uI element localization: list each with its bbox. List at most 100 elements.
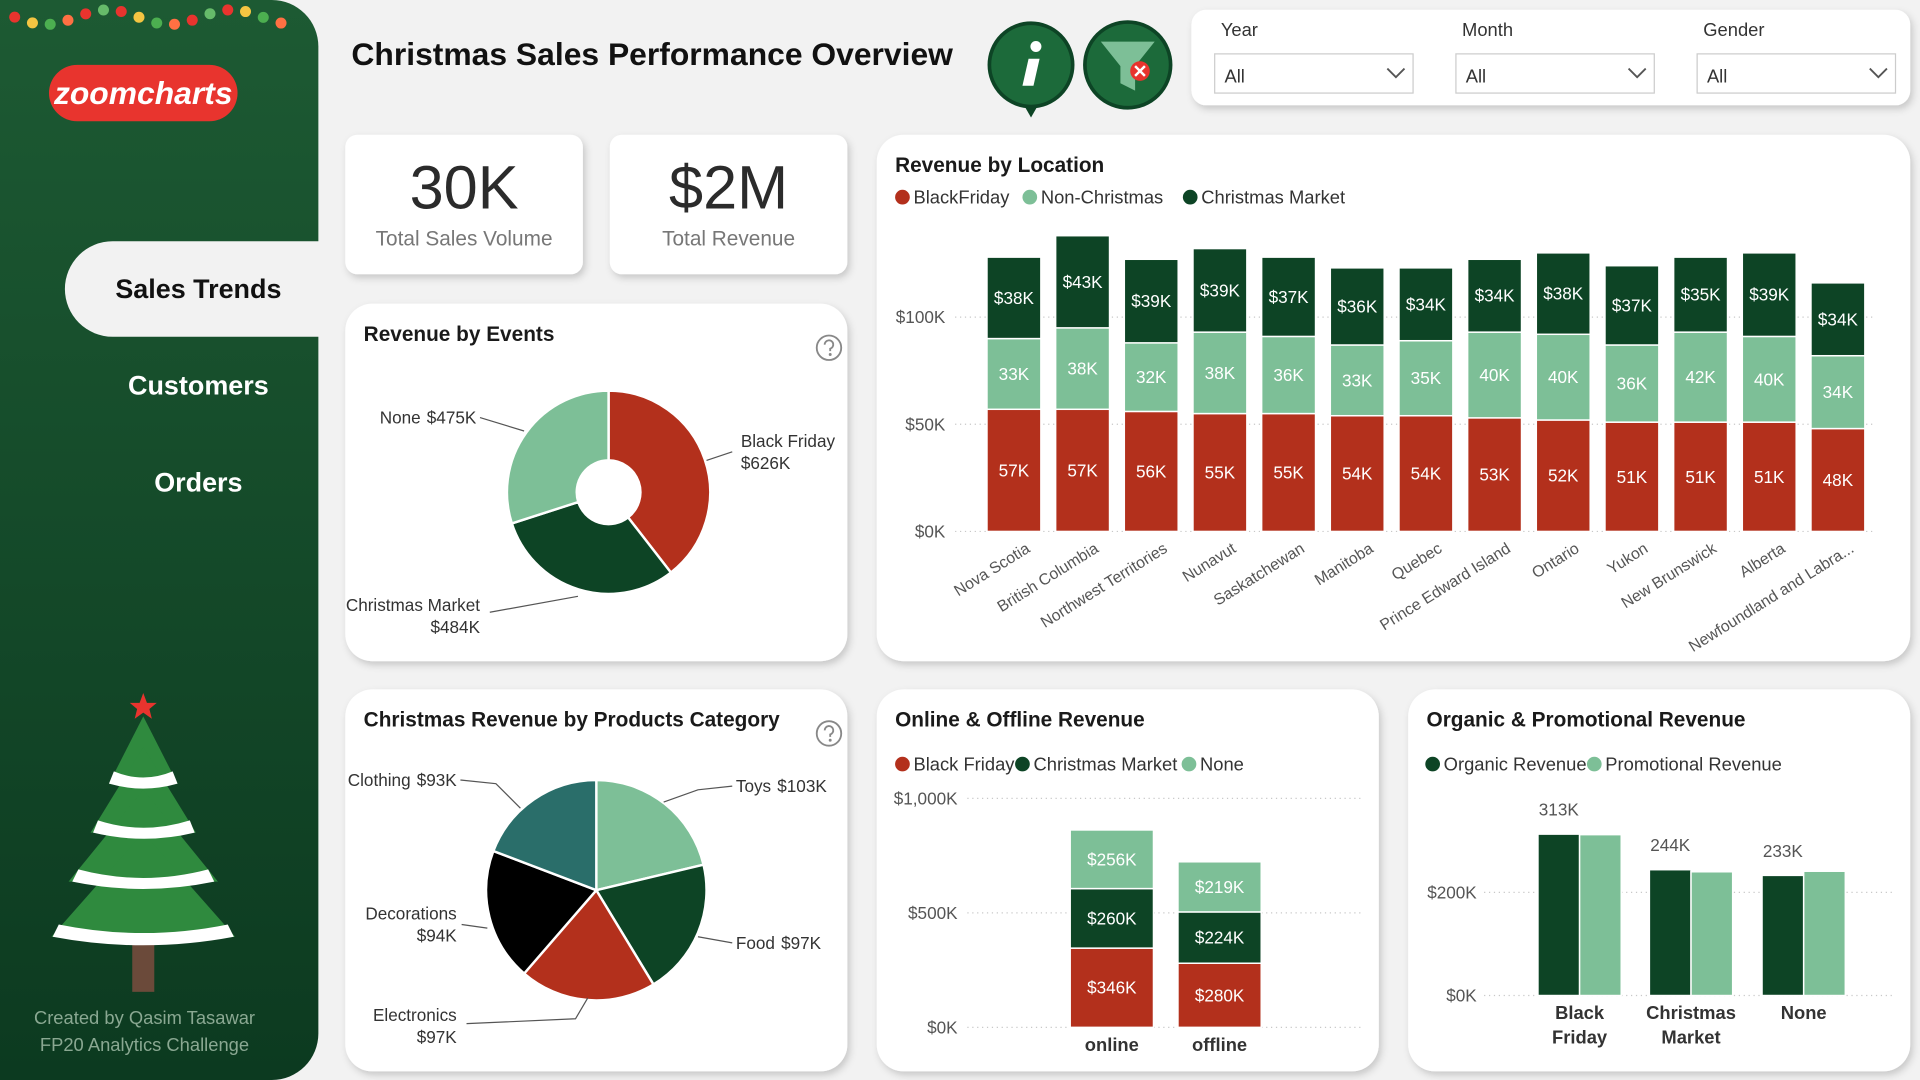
legend-swatch bbox=[895, 756, 910, 772]
legend-label: Christmas Market bbox=[1033, 754, 1177, 775]
nav-item[interactable]: Sales Trends bbox=[64, 241, 321, 337]
nav-item[interactable]: Orders bbox=[154, 467, 242, 497]
chart-card bbox=[345, 303, 848, 662]
leader-line bbox=[461, 923, 488, 929]
bar-segment bbox=[1648, 868, 1692, 997]
y-tick-label: $0K bbox=[1446, 986, 1477, 1006]
nav-item[interactable]: Customers bbox=[128, 371, 269, 401]
data-label: $37K bbox=[1612, 295, 1653, 315]
filter-dropdown[interactable]: All bbox=[1214, 53, 1414, 94]
bar-segment bbox=[1537, 833, 1581, 997]
dropdown-value: All bbox=[1466, 65, 1486, 86]
y-tick-label: $0K bbox=[915, 521, 946, 541]
leader-line bbox=[479, 416, 525, 432]
info-button[interactable] bbox=[987, 21, 1075, 118]
bar-segment bbox=[1192, 331, 1248, 415]
help-circle bbox=[815, 720, 843, 747]
pie-slice bbox=[594, 863, 708, 987]
light-bulb bbox=[222, 4, 234, 16]
pie-slice bbox=[484, 849, 599, 976]
data-label: $38K bbox=[994, 288, 1035, 308]
light-bulb bbox=[133, 11, 145, 23]
help-icon[interactable] bbox=[815, 720, 843, 747]
funnel bbox=[1100, 41, 1155, 91]
bar-segment bbox=[1802, 870, 1847, 997]
x-tick-label-box: None bbox=[1780, 1002, 1827, 1024]
data-label: 38K bbox=[1205, 363, 1236, 383]
dropdown-value: All bbox=[1224, 65, 1244, 86]
help-glyph bbox=[823, 725, 835, 737]
slice-name: Black Friday bbox=[741, 431, 836, 451]
data-label: $34K bbox=[1406, 294, 1447, 314]
filter-label: Month bbox=[1462, 19, 1513, 40]
dropdown-box bbox=[1455, 53, 1655, 94]
x-tick-label: offline bbox=[1192, 1034, 1247, 1055]
christmas-tree bbox=[51, 693, 236, 992]
x-tick-label: Black Friday bbox=[1552, 1002, 1608, 1049]
data-label: 313K bbox=[1539, 800, 1580, 820]
bar-segment bbox=[1123, 342, 1179, 413]
x-tick-label-box: Black Friday bbox=[1552, 1002, 1608, 1049]
data-label: 42K bbox=[1685, 367, 1716, 387]
data-label: $38K bbox=[1543, 284, 1584, 304]
data-label: $39K bbox=[1200, 280, 1241, 300]
bar-segment bbox=[1123, 410, 1179, 533]
filter-label: Gender bbox=[1703, 19, 1764, 40]
data-label: 33K bbox=[999, 364, 1030, 384]
clear-filter-button[interactable] bbox=[1083, 20, 1173, 110]
y-tick-label: $1,000K bbox=[894, 788, 958, 808]
nav-selected bbox=[64, 241, 321, 337]
pie-slice bbox=[505, 389, 610, 526]
x-tick-label: None bbox=[1780, 1002, 1827, 1024]
slice-name: Food bbox=[736, 933, 775, 953]
x-tick-label: Christmas Market bbox=[1646, 1002, 1736, 1049]
bar-segment bbox=[1810, 427, 1866, 533]
data-label: $260K bbox=[1087, 908, 1137, 928]
bar-segment bbox=[1604, 344, 1660, 423]
bar-segment bbox=[1672, 331, 1729, 423]
data-label: 54K bbox=[1342, 464, 1373, 484]
help-circle bbox=[815, 334, 843, 361]
kpi-label: Total Revenue bbox=[662, 227, 795, 250]
x-tick-label-box: Christmas Market bbox=[1646, 1002, 1736, 1049]
data-label: 40K bbox=[1548, 367, 1579, 387]
legend-label: BlackFriday bbox=[913, 187, 1010, 208]
x-tick-label: online bbox=[1085, 1034, 1139, 1055]
chevron bbox=[1627, 67, 1647, 79]
y-tick-label: $200K bbox=[1427, 882, 1477, 902]
bar-segment bbox=[1535, 419, 1591, 533]
bar-segment bbox=[1535, 333, 1591, 421]
bar-segment bbox=[1329, 344, 1385, 417]
data-label: 55K bbox=[1273, 463, 1304, 483]
help-dot bbox=[828, 353, 832, 356]
bar-segment bbox=[1535, 252, 1591, 336]
light-bulb bbox=[26, 17, 38, 29]
filter-dropdown[interactable]: All bbox=[1455, 53, 1655, 94]
data-label: 36K bbox=[1617, 374, 1648, 394]
bar-segment bbox=[1054, 408, 1111, 533]
data-label: 55K bbox=[1205, 463, 1236, 483]
kpi-value: $2M bbox=[669, 153, 788, 221]
data-label: 35K bbox=[1411, 368, 1442, 388]
dropdown-value: All bbox=[1707, 65, 1727, 86]
filter-dropdown[interactable]: All bbox=[1696, 53, 1897, 94]
legend-swatch bbox=[1182, 189, 1198, 205]
legend-swatch bbox=[1181, 756, 1197, 772]
clear-x bbox=[1134, 65, 1146, 77]
dynamic-content: Sales Trends Customers Orders Year All Month A… bbox=[64, 19, 1911, 1072]
data-label: 51K bbox=[1617, 467, 1648, 487]
kpi-card bbox=[609, 134, 848, 275]
data-label: 33K bbox=[1342, 370, 1373, 390]
data-label: 40K bbox=[1479, 365, 1510, 385]
slice-value: $626K bbox=[741, 453, 791, 473]
slice-value: $97K bbox=[781, 933, 822, 953]
chevron bbox=[1386, 67, 1406, 79]
help-icon[interactable] bbox=[815, 334, 843, 361]
bar-segment bbox=[1192, 412, 1248, 533]
dropdown-box bbox=[1696, 53, 1897, 94]
bar-segment bbox=[986, 256, 1042, 340]
credit: FP20 Analytics Challenge bbox=[40, 1034, 249, 1055]
bar-segment bbox=[1177, 861, 1262, 913]
legend-label: Promotional Revenue bbox=[1605, 754, 1782, 775]
bar-segment bbox=[1466, 331, 1523, 419]
